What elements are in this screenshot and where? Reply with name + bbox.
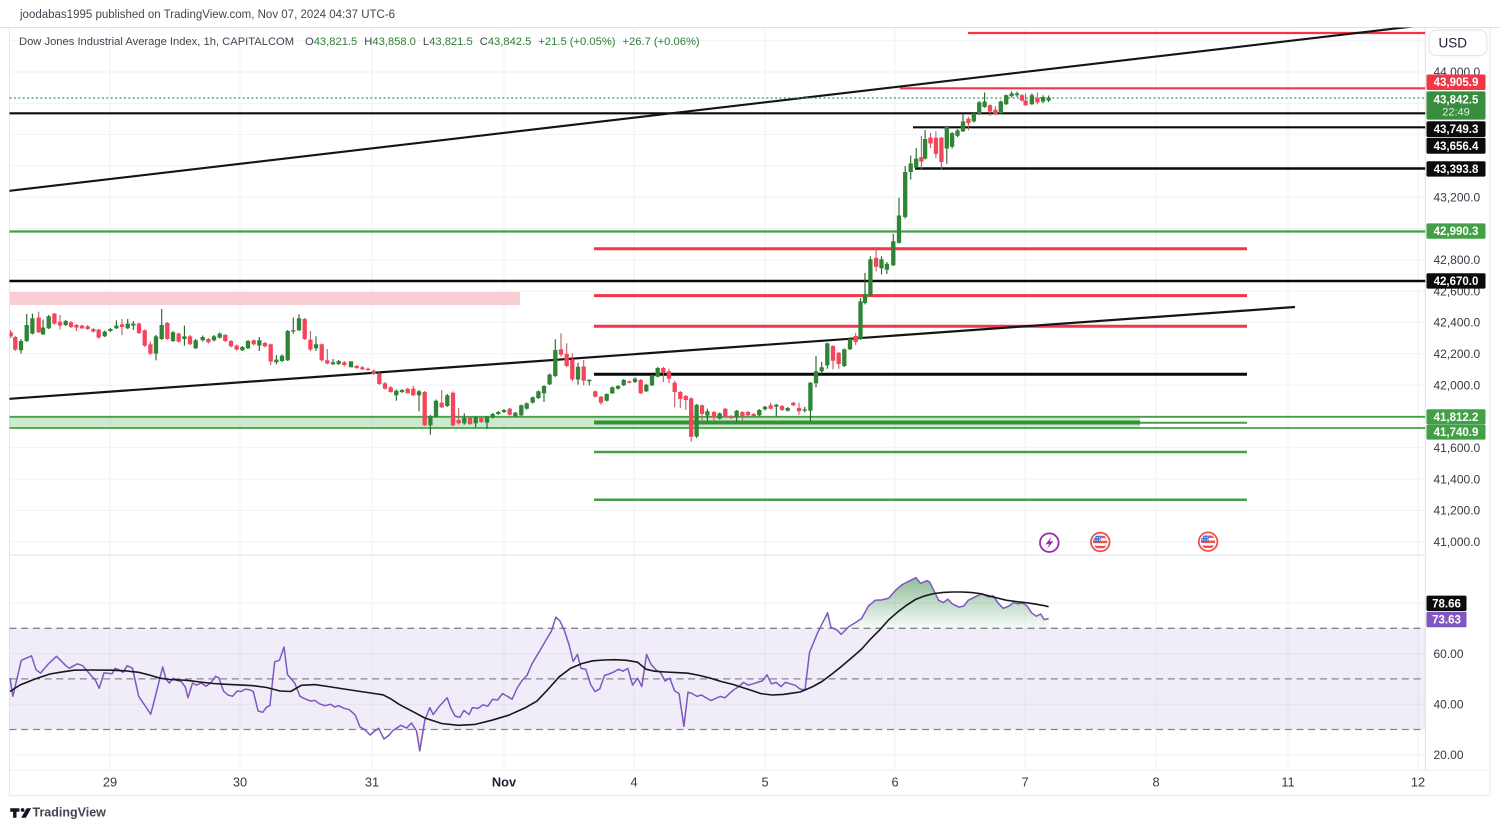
svg-text:8: 8 — [1152, 775, 1159, 790]
svg-text:42,990.3: 42,990.3 — [1434, 226, 1479, 238]
svg-text:43,905.9: 43,905.9 — [1434, 77, 1479, 89]
svg-text:42,400.0: 42,400.0 — [1434, 316, 1481, 330]
svg-text:43,393.8: 43,393.8 — [1434, 164, 1479, 176]
svg-text:60.00: 60.00 — [1434, 647, 1464, 661]
svg-text:22:49: 22:49 — [1442, 107, 1470, 119]
svg-text:20.00: 20.00 — [1434, 748, 1464, 762]
svg-text:41,200.0: 41,200.0 — [1434, 504, 1481, 518]
svg-text:Dow Jones Industrial Average I: Dow Jones Industrial Average Index, 1h, … — [19, 36, 294, 48]
svg-text:12: 12 — [1411, 775, 1425, 790]
svg-text:5: 5 — [761, 775, 768, 790]
svg-text:43,656.4: 43,656.4 — [1434, 141, 1479, 153]
svg-text:43,749.3: 43,749.3 — [1434, 124, 1479, 136]
svg-text:42,200.0: 42,200.0 — [1434, 347, 1481, 361]
svg-text:29: 29 — [103, 775, 117, 790]
svg-text:4: 4 — [630, 775, 637, 790]
svg-text:31: 31 — [365, 775, 379, 790]
svg-text:41,812.2: 41,812.2 — [1434, 412, 1479, 424]
svg-text:USD: USD — [1439, 36, 1468, 51]
svg-text:Nov: Nov — [492, 775, 517, 790]
svg-text:TradingView: TradingView — [33, 806, 107, 820]
svg-text:73.63: 73.63 — [1432, 615, 1461, 627]
svg-text:78.66: 78.66 — [1432, 598, 1461, 610]
svg-text:41,000.0: 41,000.0 — [1434, 535, 1481, 549]
svg-text:41,740.9: 41,740.9 — [1434, 427, 1479, 439]
svg-text:41,600.0: 41,600.0 — [1434, 441, 1481, 455]
svg-text:41,400.0: 41,400.0 — [1434, 472, 1481, 486]
svg-text:43,842.5: 43,842.5 — [1434, 95, 1479, 107]
svg-text:42,000.0: 42,000.0 — [1434, 378, 1481, 392]
svg-text:joodabas1995 published on Trad: joodabas1995 published on TradingView.co… — [19, 9, 395, 21]
svg-text:42,670.0: 42,670.0 — [1434, 276, 1479, 288]
svg-text:40.00: 40.00 — [1434, 697, 1464, 711]
svg-text:43,200.0: 43,200.0 — [1434, 191, 1481, 205]
svg-text:6: 6 — [891, 775, 898, 790]
svg-text:30: 30 — [233, 775, 247, 790]
svg-text:7: 7 — [1021, 775, 1028, 790]
svg-text:42,800.0: 42,800.0 — [1434, 253, 1481, 267]
svg-text:11: 11 — [1281, 775, 1294, 790]
